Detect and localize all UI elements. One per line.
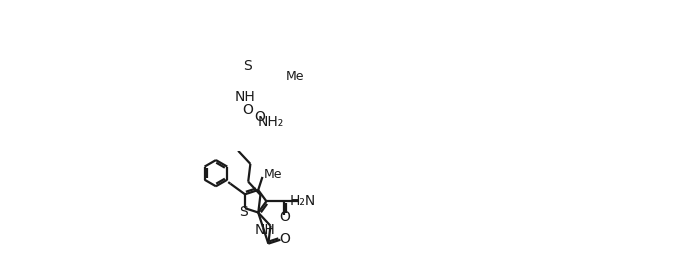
Text: Me: Me	[286, 70, 304, 83]
Text: O: O	[279, 210, 290, 224]
Text: S: S	[243, 59, 251, 73]
Text: NH₂: NH₂	[258, 115, 284, 129]
Text: S: S	[239, 205, 247, 219]
Text: O: O	[243, 103, 254, 117]
Text: NH: NH	[254, 223, 275, 237]
Text: NH: NH	[235, 90, 256, 104]
Text: H₂N: H₂N	[289, 194, 316, 208]
Text: O: O	[254, 110, 265, 124]
Text: Me: Me	[264, 168, 282, 181]
Text: O: O	[279, 232, 290, 246]
